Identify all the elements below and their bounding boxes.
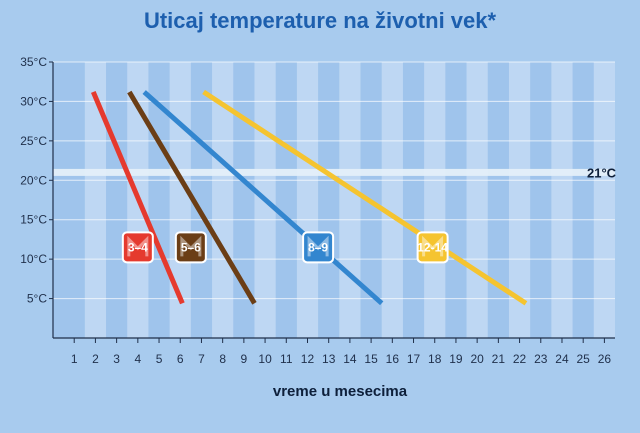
grid-band — [212, 62, 234, 338]
grid-band — [593, 62, 615, 338]
series-line-3 — [142, 90, 384, 306]
grid-band — [424, 62, 446, 338]
x-tick-label: 23 — [534, 352, 548, 366]
x-tick-label: 8 — [219, 352, 226, 366]
grid-band — [551, 62, 573, 338]
x-axis-label: vreme u mesecima — [272, 383, 408, 400]
x-tick-label: 1 — [71, 352, 78, 366]
x-tick-label: 6 — [177, 352, 184, 366]
badge-label-2: 5–6 — [181, 240, 201, 254]
x-tick-label: 19 — [449, 352, 463, 366]
badge-emblem-4 — [422, 235, 444, 257]
x-tick-label: 26 — [598, 352, 612, 366]
y-tick-label: 5°C — [27, 292, 47, 306]
badge-emblem-2 — [180, 235, 202, 257]
x-tick-label: 7 — [198, 352, 205, 366]
x-tick-label: 15 — [364, 352, 378, 366]
x-tick-label: 17 — [407, 352, 421, 366]
y-tick-label: 10°C — [20, 252, 47, 266]
series-line-1 — [90, 90, 185, 305]
badge-3 — [302, 231, 335, 264]
grid-band — [296, 62, 319, 338]
x-tick-label: 10 — [258, 352, 272, 366]
x-tick-label: 2 — [92, 352, 99, 366]
x-tick-label: 16 — [386, 352, 400, 366]
x-tick-label: 14 — [343, 352, 357, 366]
grid-band — [508, 62, 531, 338]
x-tick-label: 21 — [492, 352, 506, 366]
badge-label-4: 12-14 — [417, 240, 448, 254]
x-tick-label: 22 — [513, 352, 527, 366]
grid-band — [339, 62, 361, 338]
series-line-2 — [127, 90, 257, 305]
badge-1 — [121, 231, 154, 264]
series-line-4 — [202, 89, 528, 306]
grid-band — [466, 62, 488, 338]
y-tick-label: 35°C — [20, 55, 47, 69]
x-tick-label: 24 — [555, 352, 569, 366]
x-tick-label: 25 — [577, 352, 591, 366]
badge-4 — [416, 231, 449, 264]
x-tick-label: 18 — [428, 352, 442, 366]
badge-emblem-3 — [307, 235, 329, 257]
y-tick-label: 30°C — [20, 94, 47, 108]
x-tick-label: 13 — [322, 352, 336, 366]
grid-band — [381, 62, 403, 338]
y-tick-label: 20°C — [20, 173, 47, 187]
badge-label-3: 8–9 — [308, 240, 328, 254]
y-tick-label: 25°C — [20, 134, 47, 148]
grid-band — [84, 62, 107, 338]
x-tick-label: 11 — [280, 352, 293, 366]
badge-emblem-1 — [127, 235, 149, 257]
reference-band — [53, 168, 615, 176]
x-tick-label: 4 — [134, 352, 141, 366]
reference-label: 21°C — [587, 165, 617, 180]
x-tick-label: 20 — [470, 352, 484, 366]
badge-2 — [174, 231, 207, 264]
x-tick-label: 12 — [301, 352, 315, 366]
x-tick-label: 3 — [113, 352, 120, 366]
badge-label-1: 3–4 — [128, 240, 148, 254]
chart-title: Uticaj temperature na životni vek* — [143, 8, 497, 33]
y-tick-label: 15°C — [20, 213, 47, 227]
x-tick-label: 9 — [241, 352, 248, 366]
x-tick-label: 5 — [156, 352, 163, 366]
